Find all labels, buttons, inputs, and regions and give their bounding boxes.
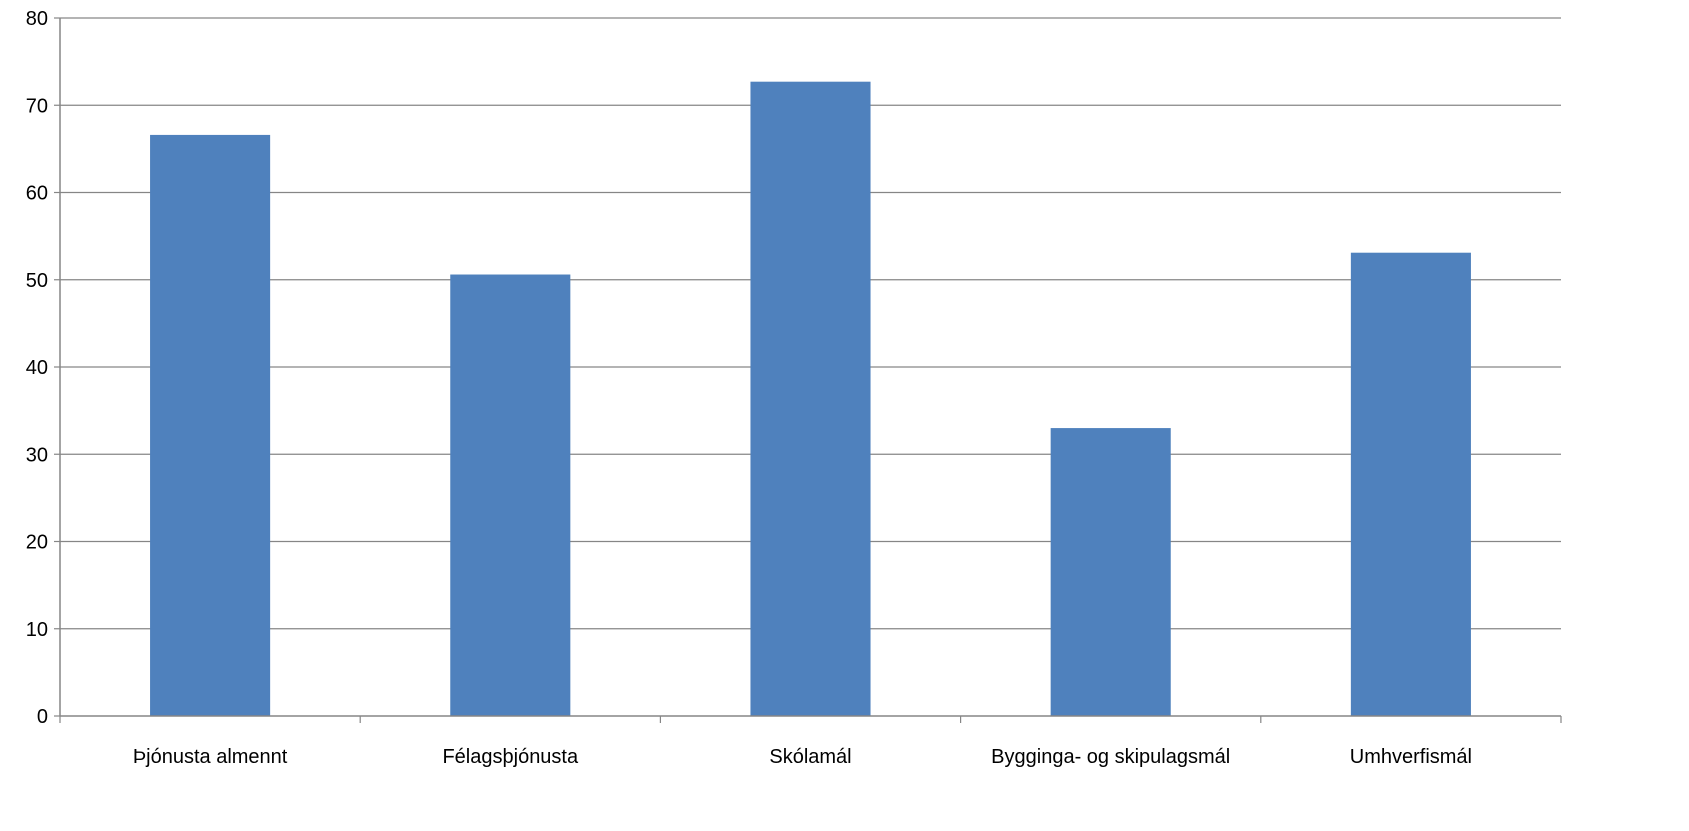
y-tick-label: 50 xyxy=(26,270,48,292)
x-tick-marks xyxy=(59,716,1562,723)
y-tick-label: 10 xyxy=(26,619,48,641)
y-tick-label: 0 xyxy=(37,706,48,728)
category-labels: Þjónusta almennt Félagsþjónusta Skólamál By… xyxy=(133,746,1472,768)
category-label: Félagsþjónusta xyxy=(442,746,579,768)
y-tick-label: 20 xyxy=(26,532,48,554)
y-tick-label: 40 xyxy=(26,357,48,379)
y-tick-label: 70 xyxy=(26,95,48,117)
y-tick-labels: 0 10 20 30 40 50 60 70 80 xyxy=(26,8,60,728)
bars xyxy=(150,81,1471,717)
bar xyxy=(450,274,571,716)
category-label: Bygginga- og skipulagsmál xyxy=(991,746,1230,768)
bar xyxy=(150,134,271,717)
category-label: Skólamál xyxy=(769,746,851,768)
category-label: Umhverfismál xyxy=(1350,746,1472,768)
bar xyxy=(750,81,871,716)
category-label: Þjónusta almennt xyxy=(133,746,288,768)
bar xyxy=(1050,428,1171,716)
y-tick-label: 30 xyxy=(26,444,48,466)
bar xyxy=(1350,252,1471,716)
y-tick-label: 60 xyxy=(26,183,48,205)
y-tick-label: 80 xyxy=(26,8,48,30)
